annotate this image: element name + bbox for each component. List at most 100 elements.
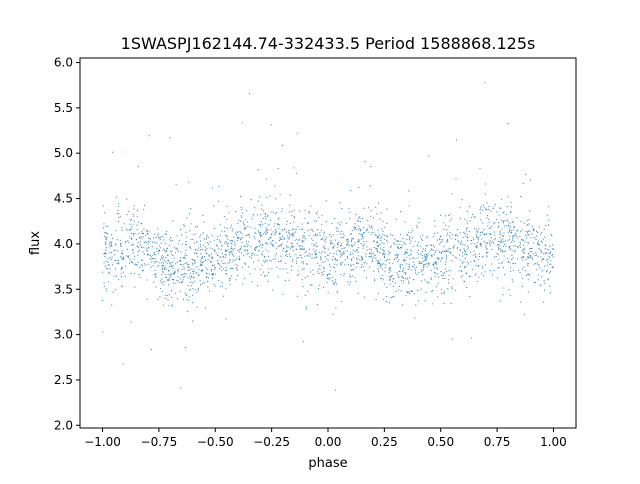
data-point xyxy=(507,122,509,125)
data-point xyxy=(117,262,119,264)
data-point xyxy=(543,282,546,284)
data-point xyxy=(444,277,446,279)
data-point xyxy=(512,281,514,283)
data-point xyxy=(327,248,329,250)
data-point xyxy=(518,269,520,272)
data-point xyxy=(532,253,534,255)
data-point xyxy=(254,254,256,256)
data-point xyxy=(264,260,266,262)
data-point xyxy=(176,249,178,251)
data-point xyxy=(217,200,220,202)
data-point xyxy=(485,245,487,247)
data-point xyxy=(434,261,437,263)
data-point xyxy=(209,241,212,243)
data-point xyxy=(509,262,511,264)
data-point xyxy=(409,292,411,295)
data-point xyxy=(178,243,180,245)
data-point xyxy=(102,331,104,333)
data-point xyxy=(168,244,170,246)
data-point xyxy=(362,247,364,249)
data-point xyxy=(465,272,467,274)
data-point xyxy=(376,241,378,243)
data-point xyxy=(529,257,531,259)
data-point xyxy=(329,277,331,279)
data-point xyxy=(179,259,181,261)
data-point xyxy=(348,207,350,209)
data-point xyxy=(461,261,463,263)
data-point xyxy=(311,229,313,231)
data-point xyxy=(434,251,436,253)
data-point xyxy=(231,243,233,245)
data-point xyxy=(428,155,430,157)
data-point xyxy=(171,296,173,298)
data-point xyxy=(260,234,262,236)
data-point xyxy=(244,245,246,247)
data-point xyxy=(187,266,190,268)
data-point xyxy=(453,246,455,248)
data-point xyxy=(537,242,539,245)
data-point xyxy=(550,271,552,273)
data-point xyxy=(237,222,239,224)
data-point xyxy=(106,247,108,249)
data-point xyxy=(161,258,163,260)
data-point xyxy=(299,210,301,212)
data-point xyxy=(162,271,164,273)
data-point xyxy=(479,208,481,211)
data-point xyxy=(390,270,392,272)
data-point xyxy=(189,272,192,274)
data-point xyxy=(175,263,177,265)
data-point xyxy=(396,243,398,246)
x-tick-label: −1.00 xyxy=(84,435,121,449)
data-point xyxy=(427,252,430,254)
data-point xyxy=(406,256,408,258)
data-point xyxy=(423,264,425,266)
data-point xyxy=(218,185,220,188)
data-point xyxy=(538,248,540,250)
data-point xyxy=(550,260,552,262)
data-point xyxy=(424,279,426,281)
data-point xyxy=(421,269,423,271)
data-point xyxy=(472,213,474,216)
data-point xyxy=(373,240,375,242)
data-point xyxy=(388,276,390,278)
data-point xyxy=(117,250,119,252)
data-point xyxy=(183,272,186,274)
data-point xyxy=(411,265,414,267)
data-point xyxy=(107,258,110,260)
data-point xyxy=(539,284,541,286)
data-point xyxy=(130,273,132,275)
data-point xyxy=(371,228,373,230)
data-point xyxy=(519,235,521,237)
data-point xyxy=(381,236,383,238)
data-point xyxy=(137,245,139,247)
data-point xyxy=(164,243,166,245)
data-point xyxy=(211,256,213,258)
data-point xyxy=(346,256,349,258)
data-point xyxy=(287,237,289,239)
data-point xyxy=(414,317,416,319)
data-point xyxy=(376,249,378,251)
data-point xyxy=(443,272,445,274)
data-point xyxy=(162,304,164,306)
data-point xyxy=(341,208,343,210)
data-point xyxy=(238,236,240,238)
data-point xyxy=(256,214,258,216)
data-point xyxy=(329,252,331,255)
data-point xyxy=(245,243,247,245)
data-point xyxy=(134,286,136,288)
data-point xyxy=(320,259,322,261)
data-point xyxy=(356,249,358,251)
data-point xyxy=(193,234,195,236)
data-point xyxy=(446,249,448,251)
data-point xyxy=(510,241,513,243)
data-point xyxy=(336,264,338,266)
data-point xyxy=(427,282,430,284)
data-point xyxy=(402,270,404,272)
data-point xyxy=(527,256,530,258)
data-point xyxy=(516,217,518,219)
data-point xyxy=(526,224,528,226)
data-point xyxy=(406,234,408,236)
data-point xyxy=(449,231,451,234)
data-point xyxy=(260,274,262,276)
data-point xyxy=(401,275,403,277)
